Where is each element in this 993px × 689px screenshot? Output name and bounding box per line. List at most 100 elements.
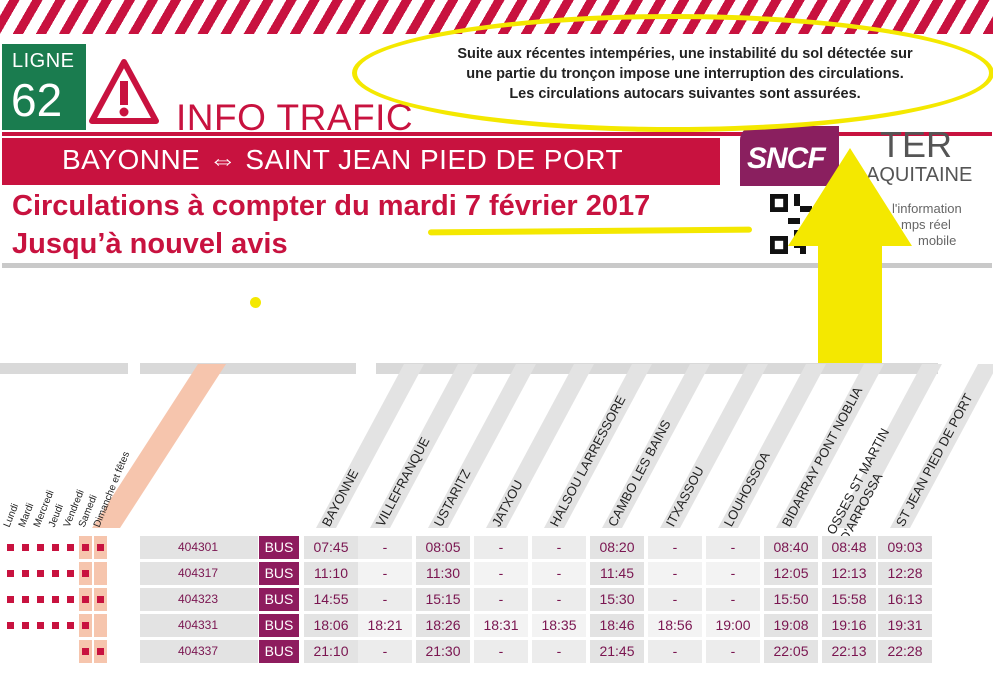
time-cell-bg [358,614,412,637]
time-cell-bg [878,640,932,663]
time-cell-bg [474,614,528,637]
ligne-label: LIGNE [12,50,75,72]
time-cell: - [498,643,504,659]
time-cell-bg [648,614,702,637]
day-cell [64,562,77,585]
time-cell-bg [304,536,358,559]
time-cell: - [672,643,678,659]
time-cell: - [556,643,562,659]
time-cell: 18:06 [313,617,349,633]
time-cell-bg [590,562,644,585]
runs-marker [52,570,59,577]
runs-marker [37,622,44,629]
date-start: Circulations à compter du mardi 7 févrie… [12,190,651,222]
bus-badge: BUS [259,614,299,637]
time-cell: 21:30 [425,643,461,659]
date-until: Jusqu’à nouvel avis [12,228,288,260]
time-cell: 12:13 [831,565,867,581]
runs-marker [37,544,44,551]
time-cell-bg [304,640,358,663]
day-cell [49,588,62,611]
time-cell: 15:15 [425,591,461,607]
notice-line: une partie du tronçon impose une interru… [466,66,904,82]
time-cell-bg [358,588,412,611]
runs-marker [22,570,29,577]
route-divider [2,132,992,136]
day-cell [34,562,47,585]
stop-header: LOUHOSSOA [720,449,773,529]
time-cell: 11:30 [426,565,460,581]
time-cell-bg [532,614,586,637]
time-cell: - [382,591,388,607]
time-cell: 08:48 [831,539,867,555]
sncf-logo: SNCF [740,126,839,186]
time-cell: - [498,539,504,555]
day-cell [49,536,62,559]
day-cell [64,640,77,663]
qr-caption-2: mps réel [901,217,951,232]
stop-header: CAMBO LES BAINS [604,417,674,529]
runs-marker [82,570,89,577]
time-cell: 07:45 [313,539,349,555]
runs-marker [52,544,59,551]
time-cell-bg [474,536,528,559]
day-cell [34,536,47,559]
runs-marker [67,622,74,629]
warning-icon [89,59,159,124]
time-cell-bg [358,536,412,559]
disruption-notice: Suite aux récentes intempéries, une inst… [400,44,970,104]
time-cell-bg [822,614,876,637]
day-cell [79,562,92,585]
runs-marker [97,648,104,655]
runs-marker [82,622,89,629]
day-cell [64,536,77,559]
day-cell [79,588,92,611]
stop-header: ST JEAN PIED DE PORT [892,390,976,529]
ligne-badge: LIGNE 62 [2,44,86,130]
time-cell: 19:16 [831,617,867,633]
time-cell-bg [878,588,932,611]
time-cell-bg [706,640,760,663]
time-cell: 21:45 [599,643,635,659]
time-cell: - [382,539,388,555]
runs-marker [7,622,14,629]
time-cell: 14:55 [313,591,349,607]
ter-logo: TER [880,124,952,165]
time-cell-bg [878,536,932,559]
time-cell: 21:10 [313,643,349,659]
runs-marker [67,570,74,577]
timetable-header-band [0,363,938,374]
bus-badge: BUS [259,562,299,585]
band-gap [356,363,376,374]
day-cell [49,562,62,585]
time-cell-bg [304,614,358,637]
day-cell [19,614,32,637]
day-cell [34,588,47,611]
day-cell [4,562,17,585]
time-cell: 18:31 [483,617,519,633]
time-cell-bg [416,536,470,559]
day-cell [34,640,47,663]
runs-marker [7,570,14,577]
time-cell: 19:00 [715,617,751,633]
time-cell-bg [532,588,586,611]
bus-badge: BUS [259,536,299,559]
time-cell-bg [706,562,760,585]
stop-header: VILLEFRANQUE [372,434,433,529]
time-cell-bg [358,562,412,585]
time-cell: 09:03 [887,539,923,555]
time-cell-bg [706,588,760,611]
day-cell [19,588,32,611]
time-cell: 18:21 [367,617,403,633]
notice-highlight-oval [352,14,993,132]
notice-line: Suite aux récentes intempéries, une inst… [457,46,913,62]
time-cell: 15:58 [831,591,867,607]
time-cell-bg [474,640,528,663]
runs-marker [7,596,14,603]
train-row [140,562,258,585]
day-cell [64,588,77,611]
time-cell: - [556,591,562,607]
time-cell: - [730,643,736,659]
day-cell [79,640,92,663]
runs-marker [82,648,89,655]
